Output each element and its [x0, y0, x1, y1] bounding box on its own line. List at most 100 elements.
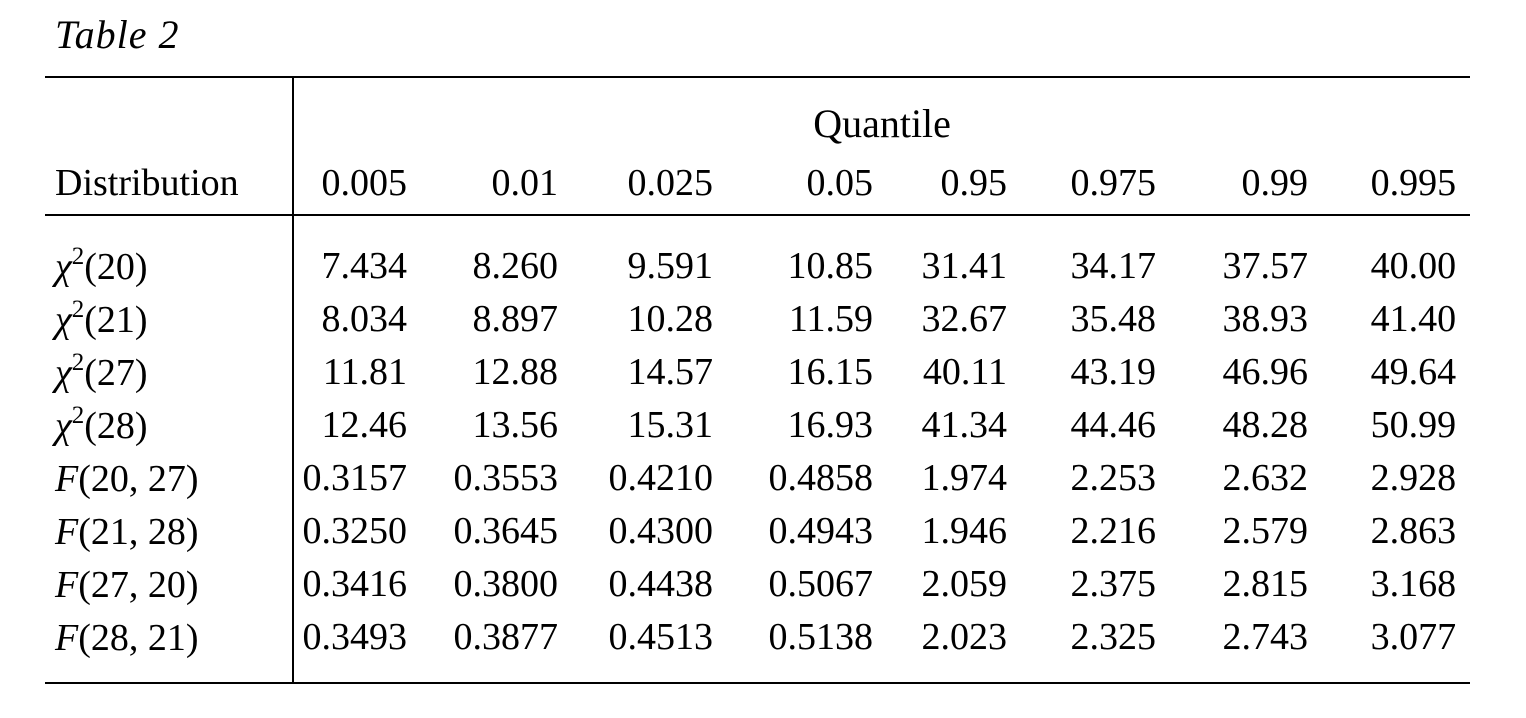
quantile-column-header: 0.005 [293, 149, 421, 216]
table-cell: 0.5138 [727, 610, 887, 684]
table-cell: 44.46 [1070, 403, 1157, 446]
table-cell: 2.253 [1070, 456, 1157, 499]
column-header-row: Distribution 0.005 0.01 0.025 0.05 0.95 … [45, 149, 1471, 216]
table-cell: 12.88 [472, 350, 559, 393]
table-cell: 46.96 [1222, 350, 1309, 393]
table-cell: 1.946 [921, 509, 1008, 552]
quantile-column-header: 0.995 [1322, 149, 1471, 216]
table-cell: 8.260 [472, 244, 559, 287]
table-cell: 40.00 [1370, 244, 1457, 287]
distribution-superscript: 2 [71, 295, 85, 323]
table-cell: 2.632 [1222, 456, 1309, 499]
group-header-row: Quantile [45, 76, 1471, 149]
table-cell: 14.57 [627, 350, 714, 393]
distribution-args: (28, 21) [78, 616, 199, 659]
distribution-args: (20, 27) [78, 457, 199, 500]
distribution-args: (21) [84, 298, 148, 341]
table-cell: 50.99 [1370, 403, 1457, 446]
table-cell: 8.034 [321, 297, 408, 340]
table-cell: 10.85 [787, 244, 874, 287]
table-row: χ2(21) 8.034 8.897 10.28 11.59 32.67 35.… [45, 292, 1470, 345]
distribution-args: (28) [84, 404, 148, 447]
table-cell: 2.023 [887, 610, 1021, 684]
row-label: F(27, 20) [45, 557, 294, 610]
distribution-symbol: χ [55, 351, 72, 394]
table-cell: 15.31 [627, 403, 714, 446]
quantile-table: Quantile Distribution 0.005 0.01 0.025 0… [45, 76, 1471, 684]
distribution-symbol: F [55, 457, 79, 500]
table-cell: 2.815 [1222, 562, 1309, 605]
table-cell: 0.3645 [453, 509, 559, 552]
table-cell: 2.928 [1370, 456, 1457, 499]
quantile-column-header: 0.01 [421, 149, 572, 216]
row-label: F(21, 28) [45, 504, 294, 557]
quantile-column-header: 0.025 [572, 149, 727, 216]
quantile-group-header: Quantile [293, 76, 1471, 149]
row-label: χ2(21) [45, 292, 294, 345]
distribution-symbol: χ [55, 404, 72, 447]
table-cell: 34.17 [1070, 244, 1157, 287]
table-row: χ2(27) 11.81 12.88 14.57 16.15 40.11 43.… [45, 345, 1470, 398]
table-cell: 2.059 [921, 562, 1008, 605]
table-cell: 11.81 [322, 350, 407, 393]
table-cell: 41.34 [921, 403, 1008, 446]
table-cell: 0.4210 [608, 456, 714, 499]
table-cell: 0.4513 [572, 610, 727, 684]
table-cell: 2.375 [1070, 562, 1157, 605]
distribution-symbol: F [55, 563, 79, 606]
table-row: χ2(20) 7.434 8.260 9.591 10.85 31.41 34.… [45, 215, 1470, 292]
distribution-column-header: Distribution [45, 149, 294, 216]
distribution-symbol: χ [55, 245, 72, 288]
table-cell: 0.5067 [768, 562, 874, 605]
quantile-column-header: 0.975 [1021, 149, 1170, 216]
table-cell: 40.11 [922, 350, 1007, 393]
table-cell: 32.67 [921, 297, 1008, 340]
row-label: F(28, 21) [45, 610, 294, 684]
table-cell: 2.325 [1021, 610, 1170, 684]
table-cell: 16.93 [787, 403, 874, 446]
distribution-args: (21, 28) [78, 510, 199, 553]
table-cell: 0.4438 [608, 562, 714, 605]
table-cell: 0.4858 [768, 456, 874, 499]
row-label: χ2(27) [45, 345, 294, 398]
table-body: χ2(20) 7.434 8.260 9.591 10.85 31.41 34.… [45, 215, 1471, 684]
distribution-args: (20) [84, 245, 148, 288]
table-cell: 0.3800 [453, 562, 559, 605]
table-cell: 48.28 [1222, 403, 1309, 446]
table-cell: 7.434 [321, 244, 408, 287]
table-row: F(28, 21) 0.3493 0.3877 0.4513 0.5138 2.… [45, 610, 1471, 684]
table-cell: 2.579 [1222, 509, 1309, 552]
quantile-column-header: 0.05 [727, 149, 887, 216]
table-cell: 9.591 [627, 244, 714, 287]
table-cell: 3.077 [1322, 610, 1471, 684]
row-label: χ2(28) [45, 398, 294, 451]
corner-cell [45, 76, 294, 149]
table-cell: 16.15 [787, 350, 874, 393]
table-cell: 0.3416 [302, 562, 408, 605]
row-label: χ2(20) [45, 215, 294, 292]
table-cell: 11.59 [788, 297, 873, 340]
table-cell: 10.28 [627, 297, 714, 340]
table-cell: 38.93 [1222, 297, 1309, 340]
table-row: F(27, 20) 0.3416 0.3800 0.4438 0.5067 2.… [45, 557, 1470, 610]
distribution-args: (27) [84, 351, 148, 394]
table-cell: 0.3250 [302, 509, 408, 552]
table-cell: 2.863 [1370, 509, 1457, 552]
table-cell: 3.168 [1370, 562, 1457, 605]
distribution-superscript: 2 [71, 242, 85, 270]
table-cell: 41.40 [1370, 297, 1457, 340]
distribution-symbol: F [55, 510, 79, 553]
quantile-column-header: 0.99 [1170, 149, 1322, 216]
distribution-symbol: F [55, 616, 79, 659]
table-cell: 2.216 [1070, 509, 1157, 552]
table-cell: 1.974 [921, 456, 1008, 499]
table-cell: 12.46 [321, 403, 408, 446]
table-cell: 8.897 [472, 297, 559, 340]
table-cell: 0.3157 [302, 456, 408, 499]
table-cell: 2.743 [1170, 610, 1322, 684]
table-cell: 31.41 [921, 244, 1008, 287]
distribution-args: (27, 20) [78, 563, 199, 606]
table-cell: 43.19 [1070, 350, 1157, 393]
table-cell: 0.4300 [608, 509, 714, 552]
